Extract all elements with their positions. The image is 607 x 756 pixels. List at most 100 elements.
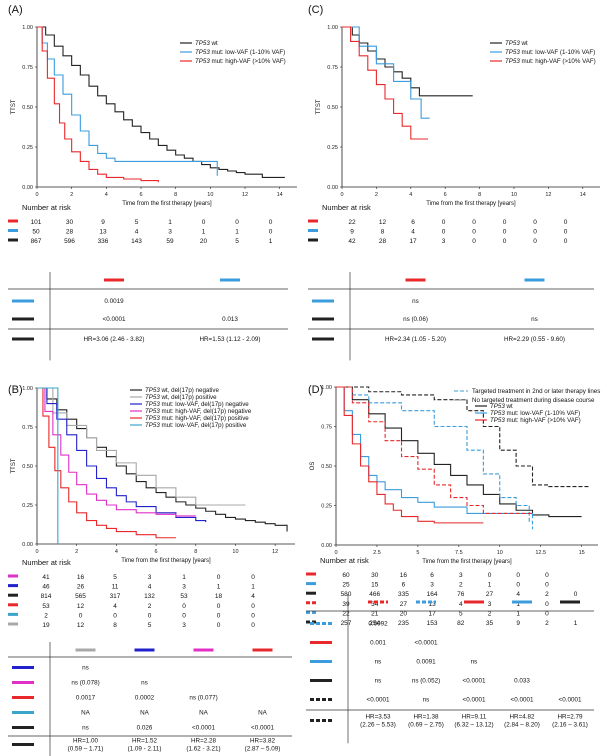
risk-value: 13	[99, 229, 107, 236]
km-curve-wt-tt	[336, 386, 590, 488]
table-cell: HR=3.53	[365, 714, 391, 721]
km-curve-high-no	[336, 386, 484, 524]
risk-value: 0	[545, 572, 549, 579]
risk-value: 17	[428, 610, 436, 617]
legend-text: mut: high-VAF (>10% VAF)	[520, 58, 596, 65]
table-cell: HR=2.79	[557, 714, 583, 721]
table-cell: 0.0092	[368, 621, 388, 628]
risk-value: 4	[113, 603, 117, 610]
risk-value: 3	[459, 572, 463, 579]
risk-value: 3	[488, 601, 492, 608]
km-curve-wt-neg	[37, 387, 288, 532]
risk-value: 1	[168, 219, 172, 226]
x-tick-label: 10	[232, 549, 238, 555]
risk-value: 50	[32, 229, 40, 236]
risk-value: 5	[148, 622, 152, 629]
risk-value: 28	[66, 229, 74, 236]
table-cell: HR=4.82	[509, 714, 535, 721]
risk-value: 164	[427, 591, 438, 598]
x-tick-label: 10	[497, 550, 503, 556]
x-tick-label: 6	[139, 192, 142, 198]
risk-value: 0	[545, 582, 549, 589]
table-cell: ns (0.077)	[189, 695, 217, 702]
table-cell: ns	[423, 697, 430, 704]
table-cell: HR=1.53 (1.12 - 2.09)	[199, 336, 260, 343]
risk-value: 317	[110, 593, 121, 600]
risk-value: 16	[77, 574, 85, 581]
risk-value: 9	[350, 229, 354, 236]
km-curve-high-pos	[37, 387, 176, 539]
risk-value: 0	[503, 229, 507, 236]
table-cell: (1.09 - 2.11)	[128, 746, 162, 753]
risk-value: 5	[135, 219, 139, 226]
table-cell: HR=1.00	[73, 738, 99, 745]
risk-value: 42	[348, 238, 356, 245]
legend-text: mut: high-VAF (>10% VAF)	[210, 58, 286, 65]
table-cell: HR=3.06 (2.46 - 3.82)	[83, 336, 144, 343]
risk-value: 565	[75, 593, 86, 600]
table-cell: 0.0019	[104, 298, 124, 305]
table-cell: ns (0.06)	[403, 316, 428, 323]
risk-value: 867	[31, 238, 42, 245]
x-tick-label: 4	[105, 192, 108, 198]
risk-value: 59	[166, 238, 174, 245]
table-cell: <0.0001	[192, 725, 215, 732]
risk-value: 0	[202, 219, 206, 226]
y-axis-label: TTST	[11, 458, 17, 473]
km-curve-high	[37, 26, 159, 183]
table-cell: <0.0001	[367, 697, 390, 704]
x-tick-label: 4	[409, 192, 412, 198]
risk-value: 0	[488, 572, 492, 579]
risk-value: 0	[217, 574, 221, 581]
x-tick-label: 0	[35, 549, 38, 555]
table-cell: HR=9.11	[462, 714, 487, 721]
y-axis-label: OS	[310, 462, 316, 471]
risk-title: Number at risk	[22, 558, 71, 567]
legend-text: mut: high-VAF (>10% VAF)	[505, 417, 581, 424]
y-tick-label: 0.50	[321, 464, 332, 470]
legend-label: TP53 wt, del(17p) positive	[145, 394, 217, 401]
x-axis-label: Time from the first therapy [years]	[422, 559, 512, 565]
risk-value: 5	[459, 610, 463, 617]
table-cell: ns	[375, 659, 382, 666]
risk-value: 2	[545, 620, 549, 627]
risk-value: 2	[488, 610, 492, 617]
risk-value: 0	[79, 612, 83, 619]
risk-value: 0	[217, 622, 221, 629]
table-cell: <0.0001	[559, 697, 582, 704]
y-tick-label: 0.00	[321, 543, 332, 549]
y-tick-label: 0.50	[22, 105, 33, 111]
x-tick-label: 12.5	[535, 550, 546, 556]
x-tick-label: 4	[115, 549, 118, 555]
risk-value: 0	[251, 612, 255, 619]
legend-gene: TP53	[490, 410, 505, 417]
legend-label: TP53 mut: high-VAF, del(17p) negative	[145, 408, 252, 415]
risk-value: 2	[459, 582, 463, 589]
risk-value: 8	[113, 622, 117, 629]
x-tick-label: 0	[334, 550, 337, 556]
y-tick-label: 1.00	[321, 385, 332, 391]
legend-label: TP53 mut: low-VAF (1-10% VAF)	[505, 49, 595, 56]
risk-value: 12	[77, 603, 85, 610]
legend-label: TP53 mut: low-VAF (1-10% VAF)	[195, 49, 285, 56]
legend-text: mut: low-VAF (1-10% VAF)	[210, 49, 285, 56]
risk-value: 0	[251, 622, 255, 629]
risk-value: 25	[342, 582, 350, 589]
y-axis-label: TTST	[11, 99, 17, 114]
table-cell: HR=3.82	[250, 738, 276, 745]
legend-label: TP53 mut: high-VAF (>10% VAF)	[490, 417, 581, 424]
risk-value: 60	[342, 572, 350, 579]
table-cell: (2.26 – 5.53)	[360, 722, 396, 729]
risk-value: 27	[486, 591, 494, 598]
table-cell: ns (0.078)	[71, 680, 99, 687]
treatment-legend-label: No targeted treatment during disease cou…	[472, 397, 595, 404]
table-cell: 0.026	[137, 725, 153, 732]
x-tick-label: 2.5	[373, 550, 381, 556]
panel-label: (D)	[308, 384, 323, 396]
km-curve-low	[342, 26, 430, 119]
x-tick-label: 2	[70, 192, 73, 198]
x-tick-label: 8	[478, 192, 481, 198]
x-tick-label: 12	[545, 192, 551, 198]
risk-value: 11	[112, 584, 119, 591]
x-tick-label: 12	[242, 192, 248, 198]
